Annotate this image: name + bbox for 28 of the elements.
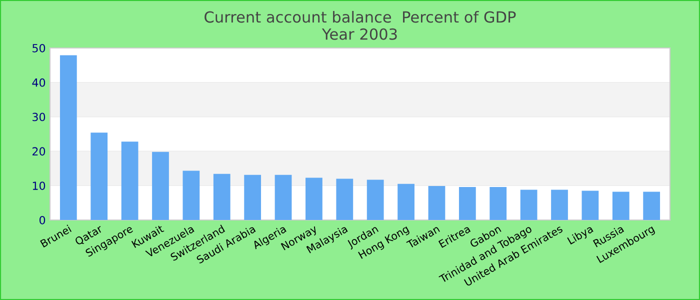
y-tick-label: 20 [32, 147, 46, 156]
bar [551, 190, 568, 220]
y-tick-label: 0 [39, 216, 46, 224]
bar [643, 192, 660, 220]
bar [274, 174, 292, 220]
bar [306, 178, 322, 220]
bar [490, 186, 507, 220]
bar [582, 190, 599, 220]
x-tick-label: Libya [566, 224, 594, 246]
bar [336, 178, 354, 220]
y-tick-label: 30 [32, 112, 46, 122]
bar [612, 192, 630, 220]
bar [244, 174, 262, 220]
y-tick-label: 10 [32, 182, 46, 190]
bar [152, 152, 169, 220]
chart-title: Current account balance Percent of GDP Year 2003 [204, 10, 516, 40]
bar [520, 190, 538, 220]
bar [121, 142, 138, 220]
bar [182, 170, 200, 220]
bar [60, 55, 77, 220]
bar [90, 132, 108, 220]
bar [458, 186, 476, 220]
bar [366, 180, 384, 220]
bar [213, 174, 230, 220]
y-tick-label: 40 [32, 78, 46, 87]
y-tick-label: 50 [32, 44, 46, 52]
bar [398, 184, 414, 220]
bar [428, 186, 446, 220]
